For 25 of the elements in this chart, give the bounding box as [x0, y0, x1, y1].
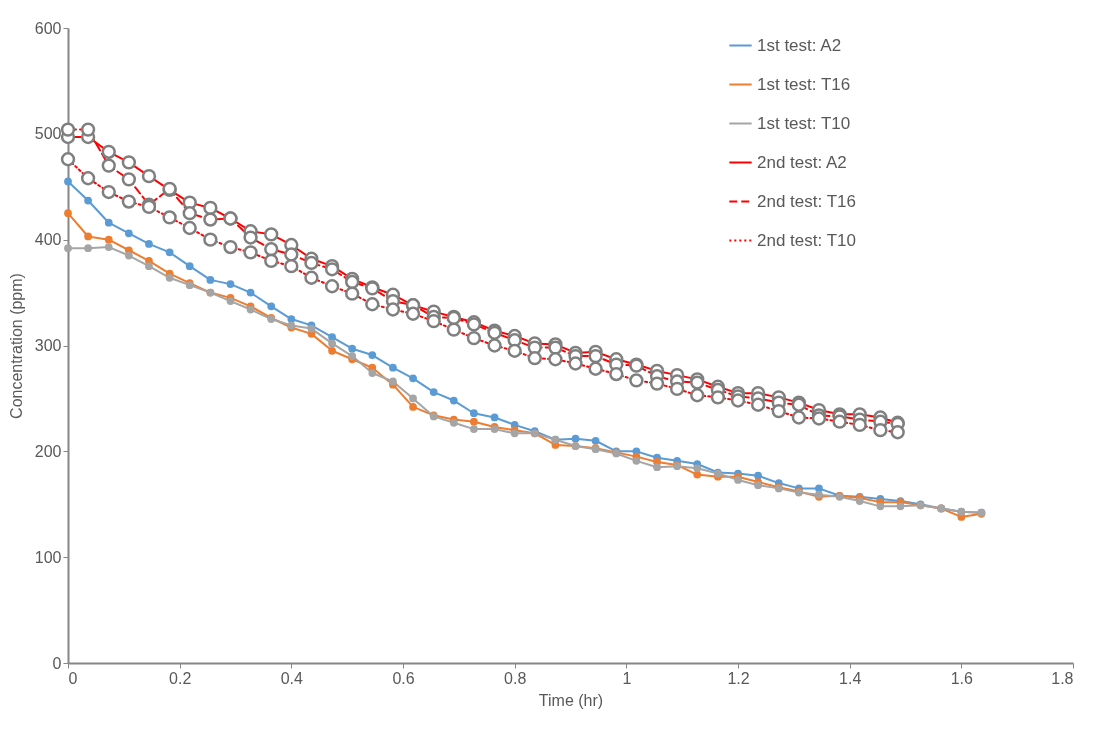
x-tick-label: 1.8	[1051, 669, 1074, 687]
legend-label: 1st test: T16	[757, 74, 851, 94]
legend-label: 1st test: A2	[757, 35, 842, 55]
x-tick-label: 0	[68, 669, 78, 687]
x-tick-label: 1.6	[950, 669, 974, 687]
y-tick-label: 0	[52, 654, 62, 672]
y-tick-label: 100	[34, 548, 62, 566]
legend-label: 2nd test: A2	[757, 152, 847, 172]
y-axis-title: Concentration (ppm)	[7, 273, 25, 419]
legend-label: 1st test: T10	[757, 113, 851, 133]
y-tick-label: 300	[34, 337, 62, 354]
x-tick-label: 1	[622, 669, 632, 687]
x-axis-title: Time (hr)	[538, 691, 604, 709]
y-tick-label: 400	[34, 231, 62, 249]
x-tick-label: 1.2	[727, 669, 750, 687]
legend-label: 2nd test: T10	[757, 230, 856, 250]
x-tick-label: 0.4	[280, 669, 304, 687]
legend-label: 2nd test: T16	[757, 191, 856, 211]
x-tick-label: 1.4	[839, 669, 862, 687]
x-tick-label: 0.6	[392, 669, 415, 687]
x-tick-label: 0.8	[504, 669, 527, 687]
y-tick-label: 200	[34, 442, 62, 460]
x-tick-label: 0.2	[169, 669, 192, 687]
y-tick-label: 600	[34, 19, 62, 37]
y-tick-label: 500	[34, 125, 62, 143]
